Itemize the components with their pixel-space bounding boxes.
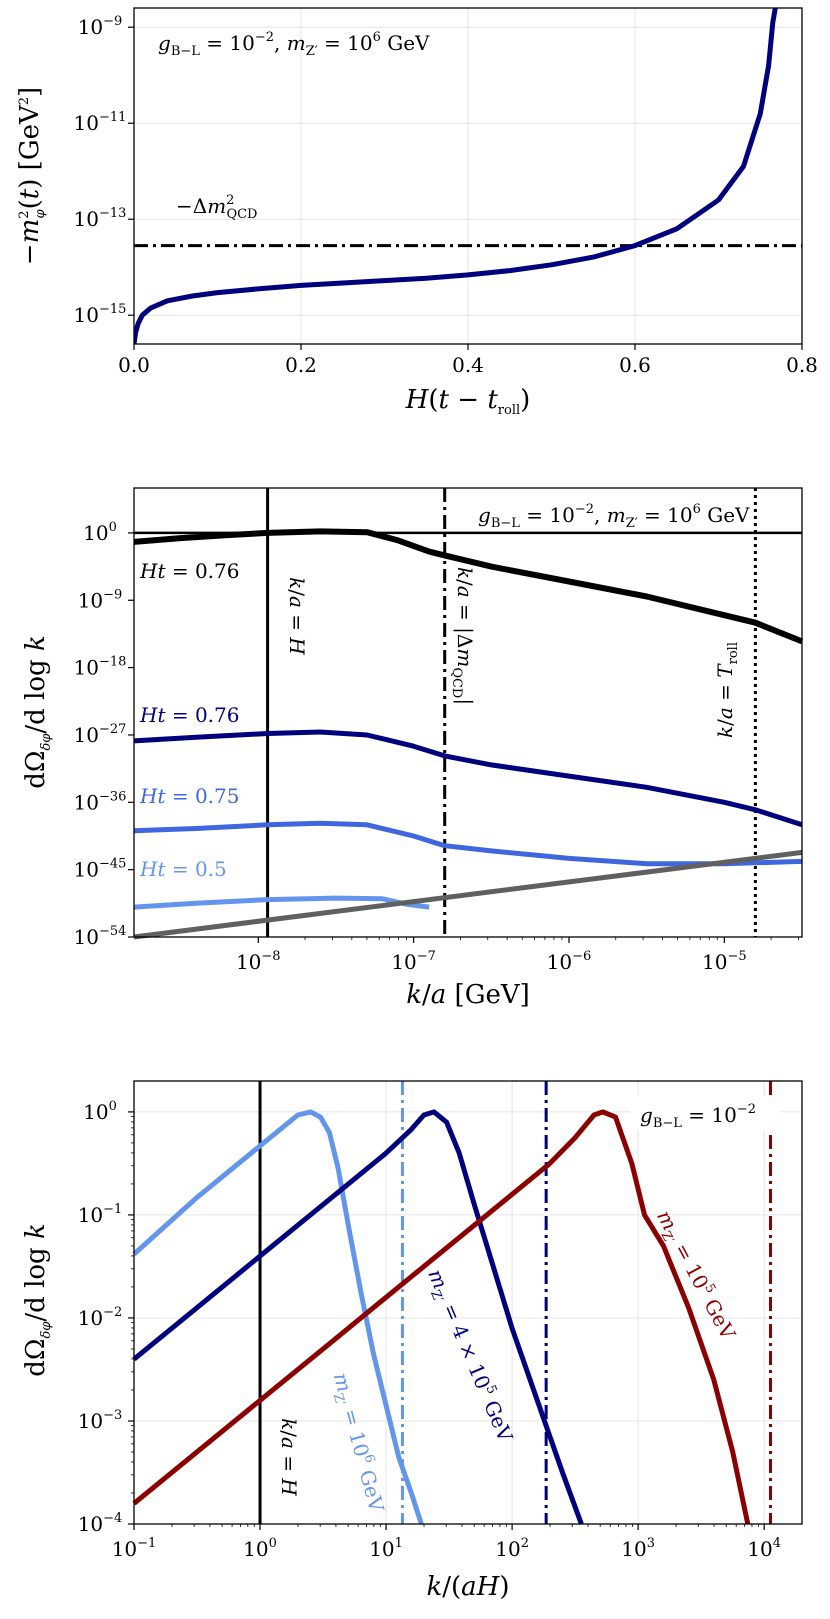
panel3-x-tick-label: 104 <box>747 1536 781 1561</box>
panel1-x-tick-label: 0.0 <box>118 353 150 377</box>
panel2-x-axis-label: k/a [GeV] <box>406 980 530 1010</box>
panel3-y-tick-label: 10−3 <box>78 1408 123 1433</box>
panel1-y-ticks: 10−9 10−11 10−13 10−15 <box>74 14 134 327</box>
panel2-x-tick-label: 10−8 <box>236 949 281 974</box>
panel2-x-ticks: 10−8 10−7 10−6 10−5 <box>236 937 799 974</box>
panel3-curve-mz-4e5 <box>132 1109 584 1525</box>
panel2-y-axis-label: dΩδφ/d log k <box>21 635 54 788</box>
panel2-y-tick-label: 10−9 <box>78 587 123 612</box>
panel1-params-annotation: gB−L = 10−2, mZ′ = 106 GeV <box>158 30 430 59</box>
panel-mass-evolution: 0.0 0.2 0.4 0.6 0.8 10−9 10−11 10−13 10−15 gB−L… <box>15 7 818 418</box>
panel2-curve-background <box>133 849 803 940</box>
panel3-y-axis-label: dΩδφ/d log k <box>21 1223 54 1376</box>
panel3-x-tick-label: 101 <box>369 1536 403 1561</box>
vline-label-k-eq-dmqcd: k/a = |ΔmQCD| <box>449 567 477 705</box>
series-label-mz-4e5: mZ′ = 4 × 105 GeV <box>420 1265 519 1447</box>
panel2-params-annotation: gB−L = 10−2, mZ′ = 106 GeV <box>478 502 750 531</box>
panel3-params-annotation: gB−L = 10−2 <box>640 1102 756 1131</box>
panel1-x-tick-label: 0.2 <box>285 353 317 377</box>
panel1-x-tick-label: 0.6 <box>619 353 651 377</box>
panel1-x-ticks: 0.0 0.2 0.4 0.6 0.8 <box>118 344 818 377</box>
panel2-y-tick-label: 10−54 <box>74 924 127 949</box>
panel2-y-tick-label: 100 <box>83 520 117 545</box>
panel1-y-tick-label: 10−9 <box>78 14 123 39</box>
panel3-x-ticks: 10−1 100 101 102 103 104 <box>112 1524 781 1561</box>
panel2-curve-ht076-navy <box>133 729 803 828</box>
panel1-mass-curve <box>134 8 778 344</box>
panel2-frame <box>133 487 803 938</box>
vline-label-k-eq-H-panel3: k/a = H <box>277 1418 301 1496</box>
panel1-y-tick-label: 10−15 <box>74 302 127 327</box>
panel2-y-tick-label: 10−18 <box>74 655 127 680</box>
panel3-y-tick-label: 10−2 <box>78 1305 123 1330</box>
panel2-y-tick-label: 10−36 <box>74 789 127 814</box>
panel1-line-annotation: −Δm2 QCD <box>176 193 257 222</box>
panel3-frame <box>133 1080 803 1525</box>
panel3-x-axis-label: k/(aH) <box>426 1572 509 1602</box>
vline-label-k-eq-H: k/a = H <box>285 577 309 655</box>
panel2-y-tick-label: 10−45 <box>74 857 127 882</box>
series-label-ht076-navy: Ht = 0.76 <box>139 703 240 727</box>
panel1-x-axis-label: H(t − troll) <box>405 385 531 418</box>
panel3-marks <box>132 1081 772 1525</box>
panel3-x-tick-label: 103 <box>621 1536 655 1561</box>
panel2-marks <box>133 488 804 940</box>
panel2-x-tick-label: 10−6 <box>547 949 592 974</box>
panel3-x-tick-label: 102 <box>495 1536 529 1561</box>
panel2-x-tick-label: 10−7 <box>391 949 436 974</box>
panel1-marks <box>134 8 802 344</box>
panel1-x-tick-label: 0.4 <box>452 353 484 377</box>
panel1-y-tick-label: 10−11 <box>74 110 127 135</box>
panel2-x-tick-label: 10−5 <box>702 949 747 974</box>
panel3-y-tick-label: 10−4 <box>78 1511 123 1536</box>
panel3-annotation-bg <box>630 1096 780 1130</box>
panel2-curve-ht075 <box>133 820 803 867</box>
panel3-y-tick-label: 100 <box>83 1099 117 1124</box>
panel3-y-ticks: 100 10−1 10−2 10−3 10−4 <box>78 1099 134 1536</box>
panel2-curve-ht076-black <box>133 528 804 645</box>
series-label-ht075: Ht = 0.75 <box>139 784 240 808</box>
panel1-y-axis-label: −m2φ(t) [GeV2] <box>15 87 48 265</box>
series-label-ht076-black: Ht = 0.76 <box>139 559 240 583</box>
panel3-y-tick-label: 10−1 <box>78 1202 123 1227</box>
panel3-curve-mz-1e5 <box>132 1109 751 1525</box>
panel3-x-tick-label: 10−1 <box>112 1536 157 1561</box>
panel3-curve-mz-1e6 <box>132 1109 424 1525</box>
panel-spectrum-mass-dependence: 10−1 100 101 102 103 104 10010−110−210−310−4 … <box>21 1080 803 1602</box>
panel-spectrum-evolution: 10−8 10−7 10−6 10−5 10010−910−1810−2710−361… <box>21 487 804 1010</box>
panel3-x-tick-label: 100 <box>243 1536 277 1561</box>
series-label-ht05: Ht = 0.5 <box>139 857 227 881</box>
panel2-y-tick-label: 10−27 <box>74 722 127 747</box>
panel1-x-tick-label: 0.8 <box>786 353 818 377</box>
panel2-y-ticks: 100 10−9 10−18 10−27 10−36 10−45 10−54 <box>74 520 134 949</box>
panel1-y-tick-label: 10−13 <box>74 206 127 231</box>
panel1-grid <box>133 8 803 344</box>
vline-label-k-eq-troll: k/a = Troll <box>713 642 741 738</box>
